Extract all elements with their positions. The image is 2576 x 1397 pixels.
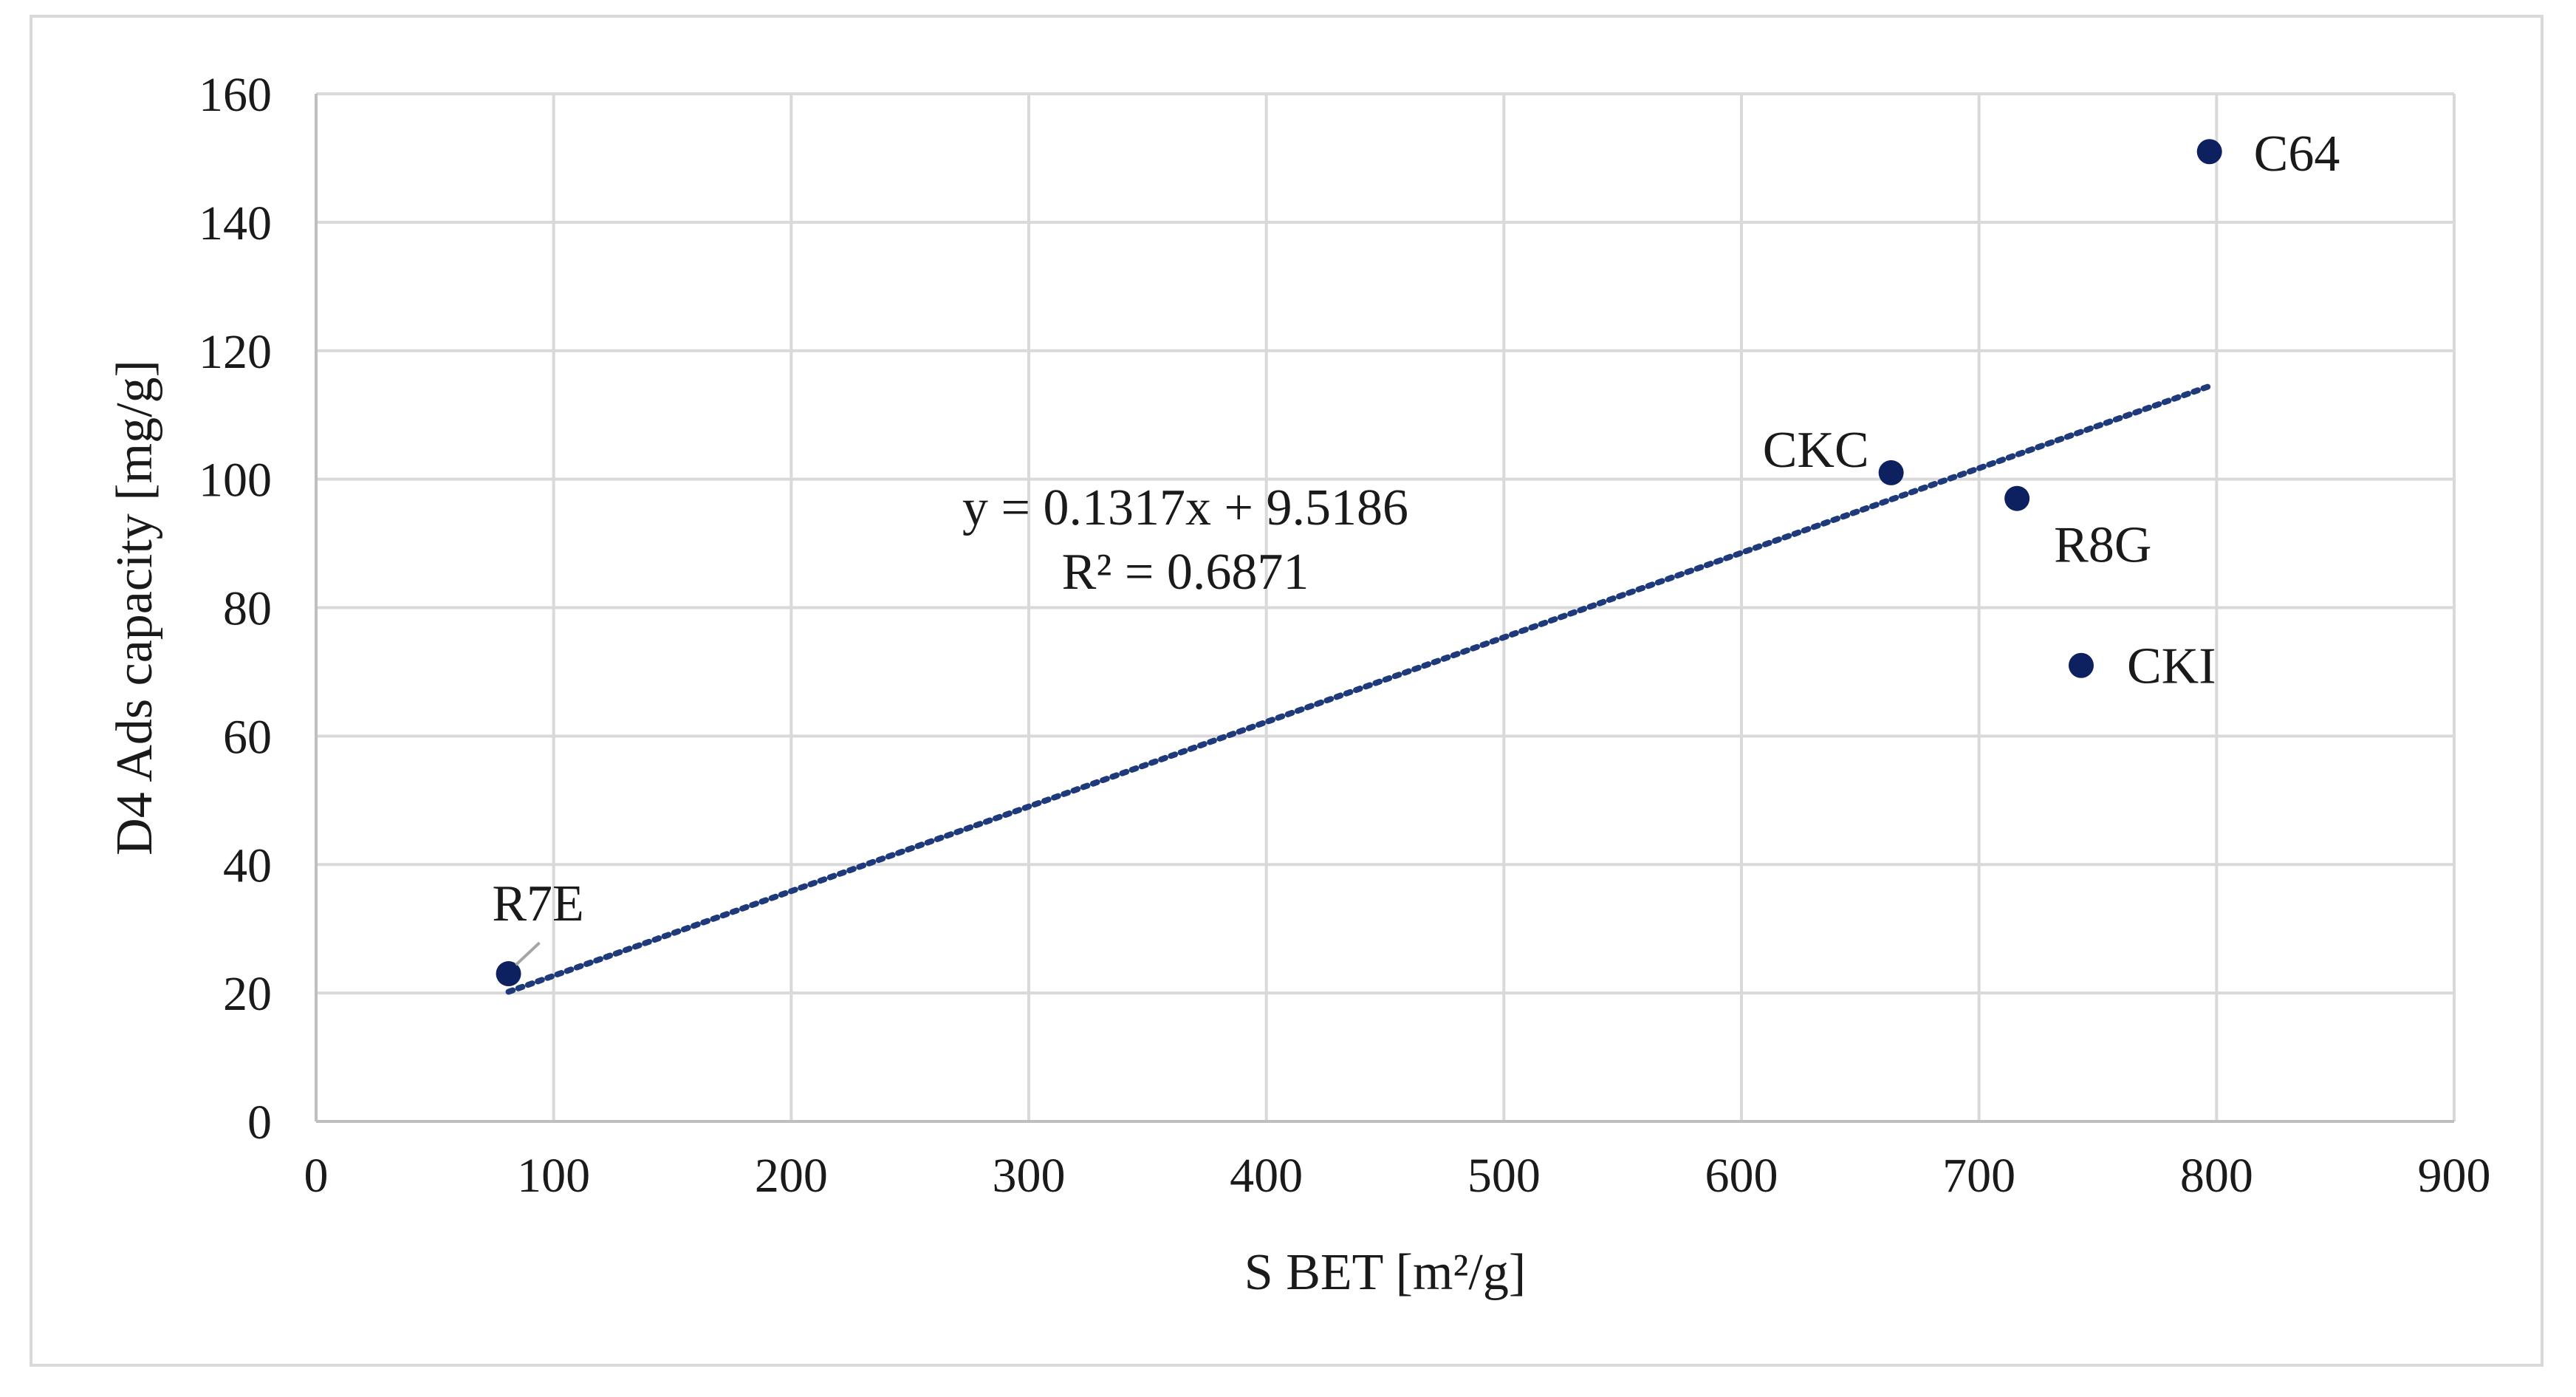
- data-label-ckc: CKC: [1763, 422, 1869, 479]
- data-point-c64: [2196, 139, 2222, 165]
- y-axis-label: D4 Ads capacity [mg/g]: [106, 360, 163, 855]
- trendline: [505, 383, 2213, 995]
- data-label-c64: C64: [2254, 126, 2340, 182]
- x-tick-label: 700: [1942, 1149, 2015, 1203]
- axes: [315, 94, 2454, 1123]
- x-tick-label: 400: [1230, 1149, 1303, 1203]
- y-tick-label: 140: [199, 197, 272, 250]
- data-label-r8g: R8G: [2054, 517, 2151, 574]
- data-label-r7e: R7E: [492, 875, 583, 932]
- x-tick-label: 0: [304, 1149, 329, 1203]
- x-tick-label: 200: [755, 1149, 828, 1203]
- leader-line: [515, 941, 541, 966]
- chart-frame: [30, 15, 2544, 1367]
- data-point-ckc: [1878, 460, 1904, 485]
- data-points: [496, 139, 2222, 987]
- y-tick-label: 60: [223, 710, 272, 764]
- trendline-equation: y = 0.1317x + 9.5186: [962, 479, 1408, 536]
- y-tick-label: 80: [223, 582, 272, 636]
- gridlines: [316, 92, 2456, 1121]
- trendline-r-squared: R² = 0.6871: [1062, 544, 1309, 601]
- data-label-cki: CKI: [2127, 638, 2216, 695]
- data-point-r7e: [496, 961, 521, 987]
- x-tick-label: 800: [2180, 1149, 2253, 1203]
- y-tick-labels: 0 20 40 60 80 100 120 140 160: [199, 68, 272, 1150]
- y-tick-label: 40: [223, 838, 272, 892]
- y-tick-label: 100: [199, 454, 272, 508]
- x-tick-label: 100: [517, 1149, 590, 1203]
- x-tick-label: 600: [1705, 1149, 1778, 1203]
- x-tick-label: 300: [993, 1149, 1066, 1203]
- y-tick-label: 160: [199, 68, 272, 122]
- x-axis-label: S BET [m²/g]: [1244, 1244, 1526, 1301]
- x-tick-label: 500: [1467, 1149, 1541, 1203]
- data-point-cki: [2068, 652, 2094, 678]
- data-labels: R7E CKC R8G CKI C64: [492, 126, 2340, 966]
- x-tick-labels: 0 100 200 300 400 500 600 700 800 900: [304, 1149, 2491, 1203]
- y-tick-label: 20: [223, 967, 272, 1021]
- y-tick-label: 0: [247, 1096, 272, 1150]
- data-point-r8g: [2004, 485, 2030, 511]
- trendline-group: [505, 383, 2213, 995]
- y-tick-label: 120: [199, 325, 272, 379]
- x-tick-label: 900: [2418, 1149, 2491, 1203]
